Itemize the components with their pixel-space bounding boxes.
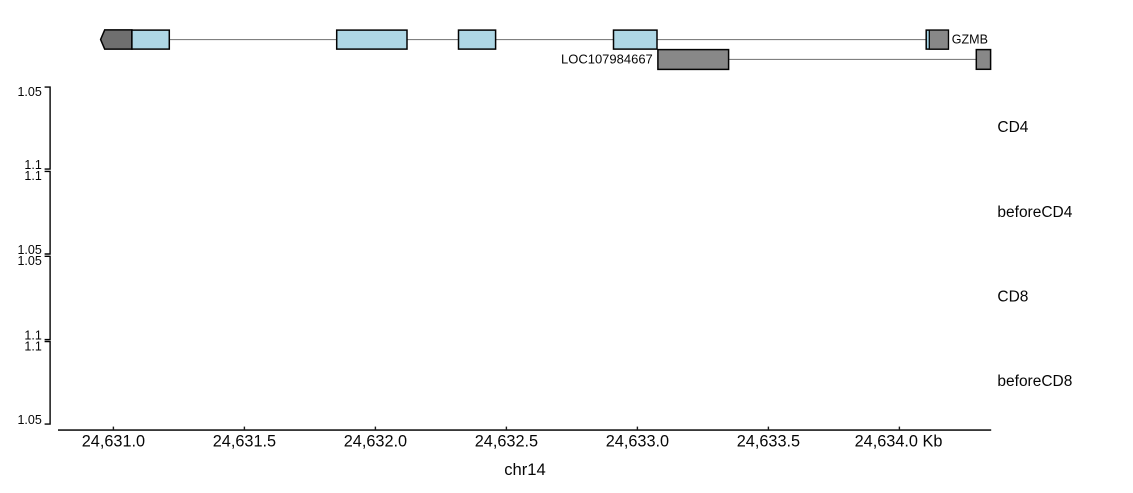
svg-text:24,632.0: 24,632.0 (344, 433, 407, 451)
svg-text:24,631.0: 24,631.0 (82, 433, 145, 451)
svg-text:1.05: 1.05 (17, 254, 41, 268)
svg-text:1.1: 1.1 (24, 158, 41, 172)
svg-text:24,633.0: 24,633.0 (606, 433, 669, 451)
svg-text:LOC107984667: LOC107984667 (561, 51, 653, 66)
svg-text:24,632.5: 24,632.5 (475, 433, 538, 451)
svg-text:1.1: 1.1 (24, 339, 41, 353)
svg-text:1.05: 1.05 (17, 413, 41, 427)
svg-text:24,634.0 Kb: 24,634.0 Kb (855, 433, 943, 451)
svg-text:1.05: 1.05 (17, 85, 41, 99)
svg-text:beforeCD4: beforeCD4 (997, 204, 1072, 221)
svg-text:24,631.5: 24,631.5 (213, 433, 276, 451)
svg-text:1.1: 1.1 (24, 169, 41, 183)
svg-text:CD4: CD4 (997, 119, 1028, 136)
svg-text:1.1: 1.1 (24, 329, 41, 343)
svg-text:GZMB: GZMB (952, 33, 988, 47)
svg-text:beforeCD8: beforeCD8 (997, 373, 1072, 390)
svg-text:24,633.5: 24,633.5 (737, 433, 800, 451)
svg-text:CD8: CD8 (997, 288, 1028, 305)
svg-text:chr14: chr14 (504, 460, 546, 479)
svg-text:1.05: 1.05 (17, 243, 41, 257)
